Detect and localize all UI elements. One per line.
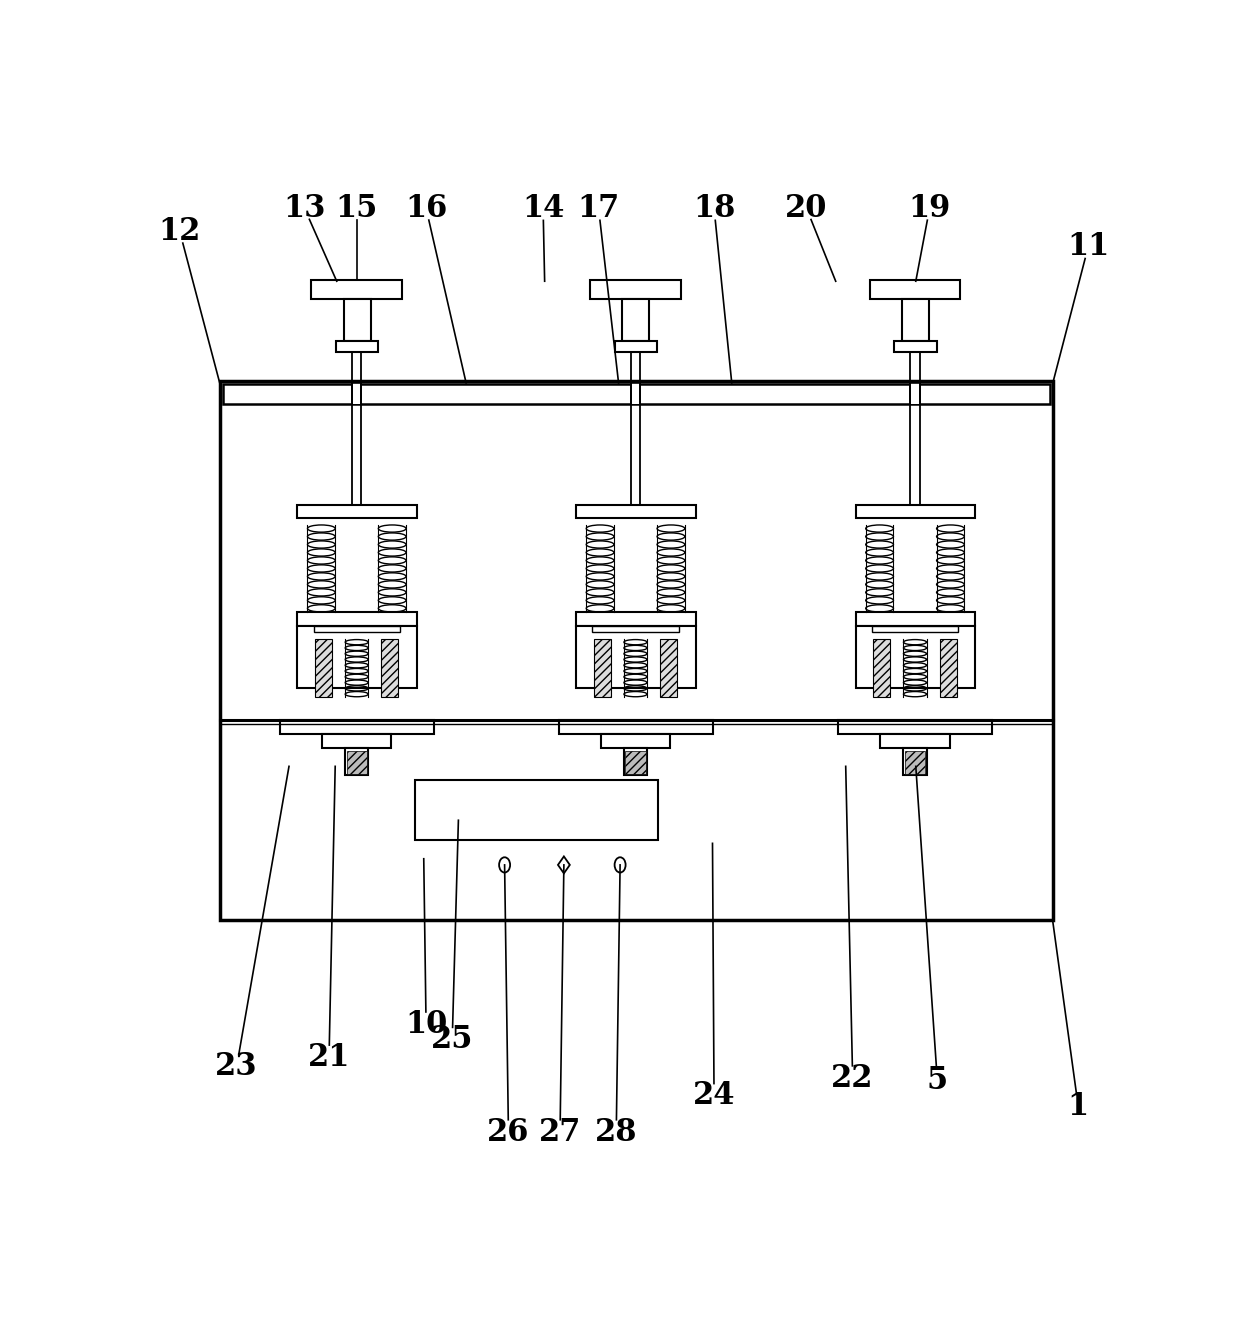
FancyBboxPatch shape (352, 385, 361, 404)
FancyBboxPatch shape (577, 612, 696, 626)
FancyBboxPatch shape (382, 639, 398, 697)
Text: 5: 5 (926, 1065, 947, 1096)
Text: 16: 16 (405, 192, 448, 224)
FancyBboxPatch shape (593, 626, 678, 632)
FancyBboxPatch shape (856, 504, 975, 519)
Text: 11: 11 (1068, 230, 1110, 262)
FancyBboxPatch shape (905, 751, 925, 774)
Text: 25: 25 (432, 1025, 474, 1055)
FancyBboxPatch shape (838, 720, 992, 734)
FancyBboxPatch shape (873, 639, 890, 697)
Text: 23: 23 (216, 1051, 258, 1083)
FancyBboxPatch shape (624, 748, 647, 774)
FancyBboxPatch shape (904, 748, 926, 774)
FancyBboxPatch shape (631, 385, 640, 404)
FancyBboxPatch shape (590, 279, 681, 299)
FancyBboxPatch shape (910, 385, 920, 404)
FancyBboxPatch shape (311, 279, 402, 299)
FancyBboxPatch shape (345, 748, 368, 774)
FancyBboxPatch shape (856, 626, 975, 687)
FancyBboxPatch shape (880, 734, 950, 748)
Text: 22: 22 (831, 1063, 874, 1093)
FancyBboxPatch shape (625, 751, 646, 774)
Text: 17: 17 (578, 192, 620, 224)
FancyBboxPatch shape (622, 299, 650, 341)
FancyBboxPatch shape (315, 639, 332, 697)
FancyBboxPatch shape (901, 299, 929, 341)
Text: 13: 13 (283, 192, 326, 224)
Text: 21: 21 (308, 1042, 350, 1073)
FancyBboxPatch shape (343, 299, 371, 341)
Text: 10: 10 (405, 1009, 448, 1040)
FancyBboxPatch shape (280, 720, 434, 734)
Text: 27: 27 (539, 1117, 582, 1147)
Text: 18: 18 (693, 192, 735, 224)
FancyBboxPatch shape (615, 341, 657, 352)
Text: 20: 20 (785, 192, 827, 224)
Text: 26: 26 (487, 1117, 529, 1147)
FancyBboxPatch shape (322, 734, 392, 748)
FancyBboxPatch shape (577, 504, 696, 519)
FancyBboxPatch shape (219, 382, 1053, 921)
FancyBboxPatch shape (298, 612, 417, 626)
FancyBboxPatch shape (558, 720, 713, 734)
FancyBboxPatch shape (298, 504, 417, 519)
Text: 14: 14 (522, 192, 564, 224)
Text: 1: 1 (1068, 1092, 1089, 1122)
FancyBboxPatch shape (660, 639, 677, 697)
FancyBboxPatch shape (940, 639, 956, 697)
Text: 24: 24 (693, 1080, 735, 1112)
FancyBboxPatch shape (894, 341, 936, 352)
FancyBboxPatch shape (223, 385, 1050, 404)
FancyBboxPatch shape (347, 751, 367, 774)
Text: 12: 12 (159, 216, 201, 246)
Text: 28: 28 (595, 1117, 637, 1147)
FancyBboxPatch shape (414, 780, 658, 840)
Text: 15: 15 (336, 192, 378, 224)
FancyBboxPatch shape (336, 341, 378, 352)
FancyBboxPatch shape (594, 639, 611, 697)
FancyBboxPatch shape (869, 279, 961, 299)
Text: 19: 19 (909, 192, 951, 224)
FancyBboxPatch shape (577, 626, 696, 687)
FancyBboxPatch shape (601, 734, 670, 748)
FancyBboxPatch shape (298, 626, 417, 687)
FancyBboxPatch shape (872, 626, 959, 632)
FancyBboxPatch shape (314, 626, 399, 632)
FancyBboxPatch shape (856, 612, 975, 626)
